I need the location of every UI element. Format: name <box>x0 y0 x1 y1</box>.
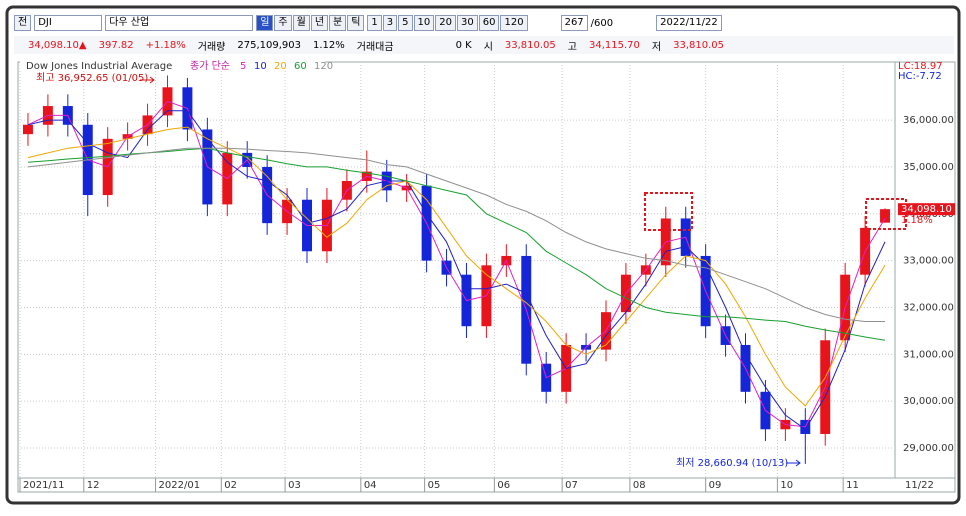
interval-button[interactable]: 30 <box>457 15 478 31</box>
date[interactable]: 2022/11/22 <box>656 15 722 31</box>
amount: 0 K <box>455 39 472 51</box>
annotation: 최저 28,660.94 (10/13) <box>676 457 788 469</box>
legend-entry: 5 <box>240 61 246 72</box>
last-price-box <box>898 203 955 216</box>
x-tick-label: 2022/01 <box>159 480 201 491</box>
x-tick-label: 04 <box>364 480 377 491</box>
market[interactable]: 전 <box>14 15 32 31</box>
x-tick-label: 2021/11 <box>23 480 65 491</box>
y-tick-label: 35,000.00 <box>903 162 954 173</box>
x-tick-label: 12 <box>87 480 100 491</box>
intervals: 1 3 5 10 20 30 60 120 <box>367 15 528 31</box>
legend-entry: 60 <box>294 61 307 72</box>
interval-button[interactable]: 3 <box>382 15 398 31</box>
label: 고 <box>567 41 577 53</box>
label: 거래량 <box>197 41 226 53</box>
legend-title: Dow Jones Industrial Average <box>26 61 172 72</box>
interval-button[interactable]: 20 <box>435 15 457 31</box>
arrow <box>786 459 801 467</box>
period-button[interactable]: 주 <box>274 15 292 31</box>
ma-line <box>27 110 886 431</box>
hc-label: HC:-7.72 <box>898 71 942 82</box>
highlight-box <box>644 192 693 231</box>
label: 시 <box>483 41 493 53</box>
arrow <box>140 76 155 84</box>
x-tick-label: 11 <box>846 480 859 491</box>
y-tick-label: 32,000.00 <box>903 302 954 313</box>
last-price: 34,098.10 <box>901 204 952 215</box>
interval-button[interactable]: 10 <box>413 15 435 31</box>
y-tick-label: 31,000.00 <box>903 349 954 360</box>
count[interactable]: 267 <box>560 15 588 31</box>
ma-line <box>27 147 885 322</box>
x-tick-label: 05 <box>428 480 441 491</box>
change: 397.82 <box>98 39 134 51</box>
period-button[interactable]: 월 <box>292 15 310 31</box>
max: /600 <box>590 17 614 29</box>
interval-button[interactable]: 60 <box>478 15 500 31</box>
open: 33,810.05 <box>504 39 556 51</box>
volume-rate: 1.12% <box>312 39 345 51</box>
y-tick-label: 36,000.00 <box>903 115 954 126</box>
candle-body <box>880 209 891 223</box>
legend-entry: 20 <box>274 61 287 72</box>
annotation: 최고 36,952.65 (01/05) <box>36 72 148 84</box>
lc-label: LC:18.97 <box>898 61 943 72</box>
legend-entry: 10 <box>254 61 267 72</box>
stock-name[interactable]: 다우 산업 <box>105 15 254 31</box>
interval-button[interactable]: 1 <box>367 15 382 31</box>
legend-entry: 120 <box>314 61 333 72</box>
x-tick-label: 10 <box>780 480 793 491</box>
candle-body <box>22 124 33 135</box>
frame <box>5 5 961 505</box>
ma-line <box>27 100 886 428</box>
y-tick-label: 33,000.00 <box>903 256 954 267</box>
x-tick-label: 02 <box>224 480 237 491</box>
x-axis <box>17 477 956 493</box>
high: 34,115.70 <box>589 39 640 51</box>
ma-line <box>27 147 886 341</box>
period-button[interactable]: 년 <box>310 15 329 31</box>
ma-line <box>27 126 886 407</box>
volume: 275,109,903 <box>237 39 301 51</box>
period-button[interactable]: 분 <box>329 15 347 31</box>
interval-button[interactable]: 120 <box>500 15 528 31</box>
price-axis <box>894 61 956 479</box>
x-end-label: 11/22 <box>905 480 934 491</box>
x-tick-label: 03 <box>288 480 301 491</box>
code[interactable]: DJI <box>34 15 103 31</box>
y-tick-label: 29,000.00 <box>903 443 954 454</box>
price: 34,098.10▲ <box>28 39 87 51</box>
y-tick-label: 30,000.00 <box>903 396 954 407</box>
x-tick-label: 06 <box>497 480 510 491</box>
x-tick-label: 08 <box>633 480 646 491</box>
interval-button[interactable]: 5 <box>398 15 413 31</box>
x-tick-label: 09 <box>709 480 722 491</box>
info-row: 34,098.10▲ 397.82 +1.18% 거래량 275,109,903… <box>14 36 954 54</box>
legend-prefix: 종가 단순 <box>190 60 230 72</box>
label: 거래대금 <box>356 41 394 53</box>
x-tick-label: 07 <box>565 480 578 491</box>
low: 33,810.05 <box>673 39 725 51</box>
label: 저 <box>651 41 662 53</box>
last-rate: 1.18% <box>901 215 933 226</box>
period-button[interactable]: 일 <box>256 15 274 31</box>
rate: +1.18% <box>145 39 186 51</box>
legend-bg <box>20 59 325 71</box>
plot-area <box>17 61 896 479</box>
period-button[interactable]: 틱 <box>347 15 365 31</box>
